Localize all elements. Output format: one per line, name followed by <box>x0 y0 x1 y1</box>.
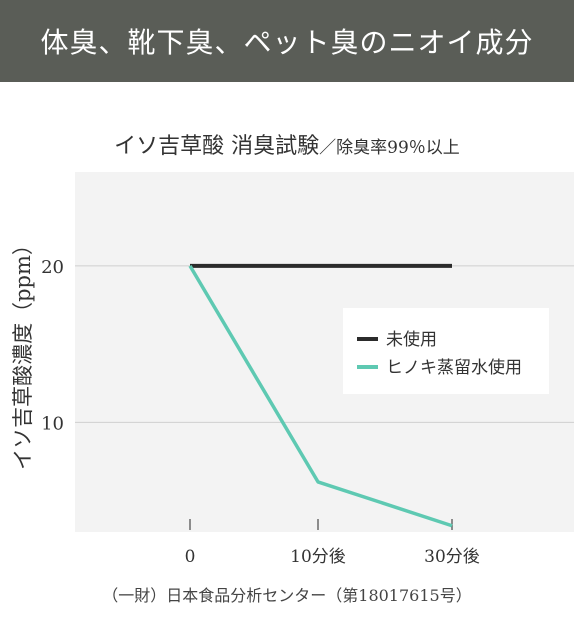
y-tick-label: 20 <box>41 257 64 278</box>
y-tick-label: 10 <box>41 413 64 434</box>
legend-label: 未使用 <box>386 329 437 350</box>
x-tick-label: 0 <box>185 547 196 567</box>
series-line-hinoki <box>188 265 453 528</box>
header-title: 体臭、靴下臭、ペット臭のニオイ成分 <box>40 26 534 59</box>
legend-label: ヒノキ蒸留水使用 <box>386 357 522 378</box>
legend-box <box>343 308 549 394</box>
x-tick-label: 30分後 <box>424 547 480 567</box>
chart-title-row: イソ吉草酸 消臭試験／除臭率99％以上 <box>0 128 574 160</box>
source-note: （一財）日本食品分析センター（第18017615号） <box>102 586 472 605</box>
chart-subtitle: ／除臭率99％以上 <box>319 138 460 158</box>
chart-title: イソ吉草酸 消臭試験 <box>114 134 320 159</box>
y-axis-label: イソ吉草酸濃度（ppm） <box>11 234 35 470</box>
x-tick-label: 10分後 <box>290 547 346 567</box>
header-banner: 体臭、靴下臭、ペット臭のニオイ成分 <box>0 0 574 82</box>
